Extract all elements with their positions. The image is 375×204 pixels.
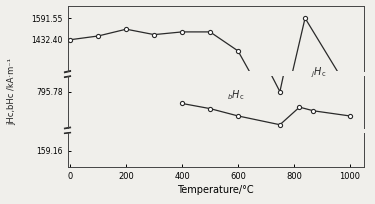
X-axis label: Temperature/°C: Temperature/°C bbox=[177, 185, 254, 195]
Text: jHc,bHc /kA·m⁻¹: jHc,bHc /kA·m⁻¹ bbox=[7, 58, 16, 125]
Text: $_j H_\mathrm{c}$: $_j H_\mathrm{c}$ bbox=[310, 66, 326, 80]
Text: $_b H_\mathrm{c}$: $_b H_\mathrm{c}$ bbox=[227, 88, 244, 102]
